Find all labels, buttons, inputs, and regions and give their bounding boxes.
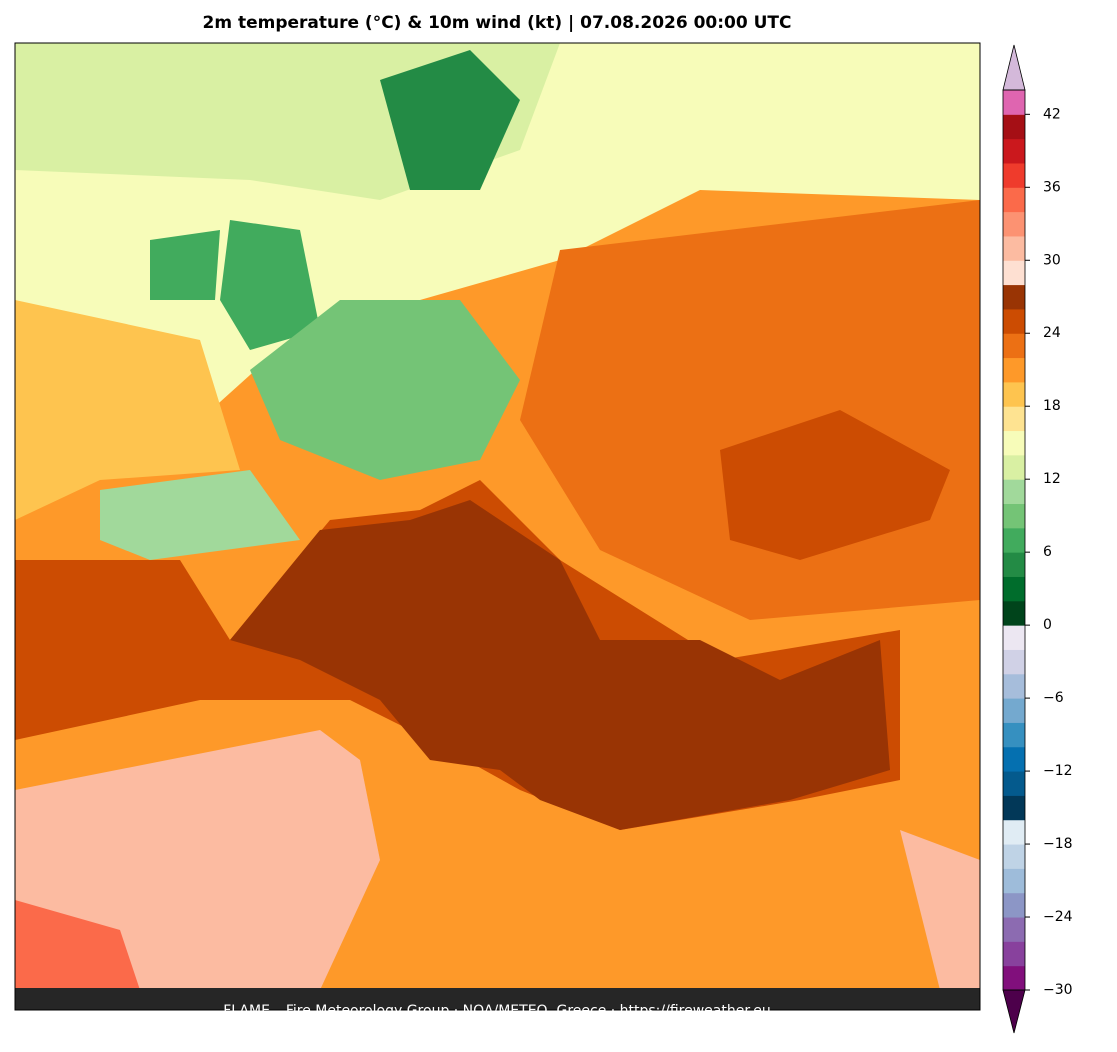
colorbar-bin: [1003, 357, 1025, 383]
colorbar-bin: [1003, 381, 1025, 407]
colorbar-bin: [1003, 90, 1025, 115]
colorbar-bin: [1003, 235, 1025, 261]
colorbar-bin: [1003, 892, 1025, 918]
colorbar-bin: [1003, 503, 1025, 529]
colorbar-under: [1002, 989, 1026, 1034]
colorbar-bin: [1003, 698, 1025, 723]
colorbar-bin: [1003, 673, 1025, 699]
colorbar-bin: [1003, 552, 1025, 577]
colorbar-tick-label: 24: [1043, 325, 1061, 341]
colorbar-bin: [1003, 333, 1025, 359]
colorbar-tick-label: 12: [1043, 471, 1061, 487]
map: [14, 42, 981, 1011]
colorbar-bin: [1003, 844, 1025, 869]
title: 2m temperature (°C) & 10m wind (kt) | 07…: [202, 13, 791, 33]
colorbar-bin: [1003, 114, 1025, 140]
colorbar-over: [1002, 44, 1026, 91]
colorbar-tick-label: 36: [1043, 179, 1061, 195]
colorbar-bin: [1003, 211, 1025, 237]
colorbar-bin: [1003, 187, 1025, 213]
colorbar-bin: [1003, 260, 1025, 286]
colorbar-bin: [1003, 625, 1025, 650]
colorbar-bin: [1003, 308, 1025, 334]
colorbar-bin: [1003, 819, 1025, 845]
colorbar-bin: [1003, 576, 1025, 602]
colorbar-tick-label: −12: [1043, 763, 1073, 779]
colorbar-bin: [1003, 162, 1025, 188]
colorbar: −30 −24 −18 −12 −6 0 6 12 18 24 30 36 42: [1002, 44, 1073, 1034]
colorbar-bin: [1003, 941, 1025, 967]
colorbar-bin: [1003, 917, 1025, 942]
colorbar-bin: [1003, 406, 1025, 432]
colorbar-tick-label: 6: [1043, 544, 1052, 560]
colorbar-bin: [1003, 600, 1025, 626]
colorbar-bin: [1003, 479, 1025, 505]
colorbar-tick-label: −6: [1043, 690, 1064, 706]
colorbar-bin: [1003, 746, 1025, 772]
colorbar-tick-label: 42: [1043, 106, 1061, 122]
colorbar-frame: [1002, 89, 1026, 991]
colorbar-tick-label: 0: [1043, 617, 1052, 633]
colorbar-bin: [1003, 527, 1025, 553]
colorbar-bin: [1003, 965, 1025, 991]
colorbar-bin: [1003, 454, 1025, 480]
footer: FLAME – Fire Meteorology Group · NOA/MET…: [223, 1003, 771, 1019]
colorbar-bin: [1003, 722, 1025, 748]
colorbar-tick-label: −30: [1043, 982, 1073, 998]
colorbar-tick-label: −18: [1043, 836, 1073, 852]
colorbar-bin: [1003, 795, 1025, 821]
colorbar-tick-label: −24: [1043, 909, 1073, 925]
colorbar-bin: [1003, 649, 1025, 675]
colorbar-tick-label: 18: [1043, 398, 1061, 414]
colorbar-bin: [1003, 868, 1025, 894]
colorbar-bin: [1003, 138, 1025, 164]
colorbar-tick-label: 30: [1043, 252, 1061, 268]
colorbar-bin: [1003, 771, 1025, 796]
colorbar-bin: [1003, 430, 1025, 456]
colorbar-bin: [1003, 284, 1025, 310]
